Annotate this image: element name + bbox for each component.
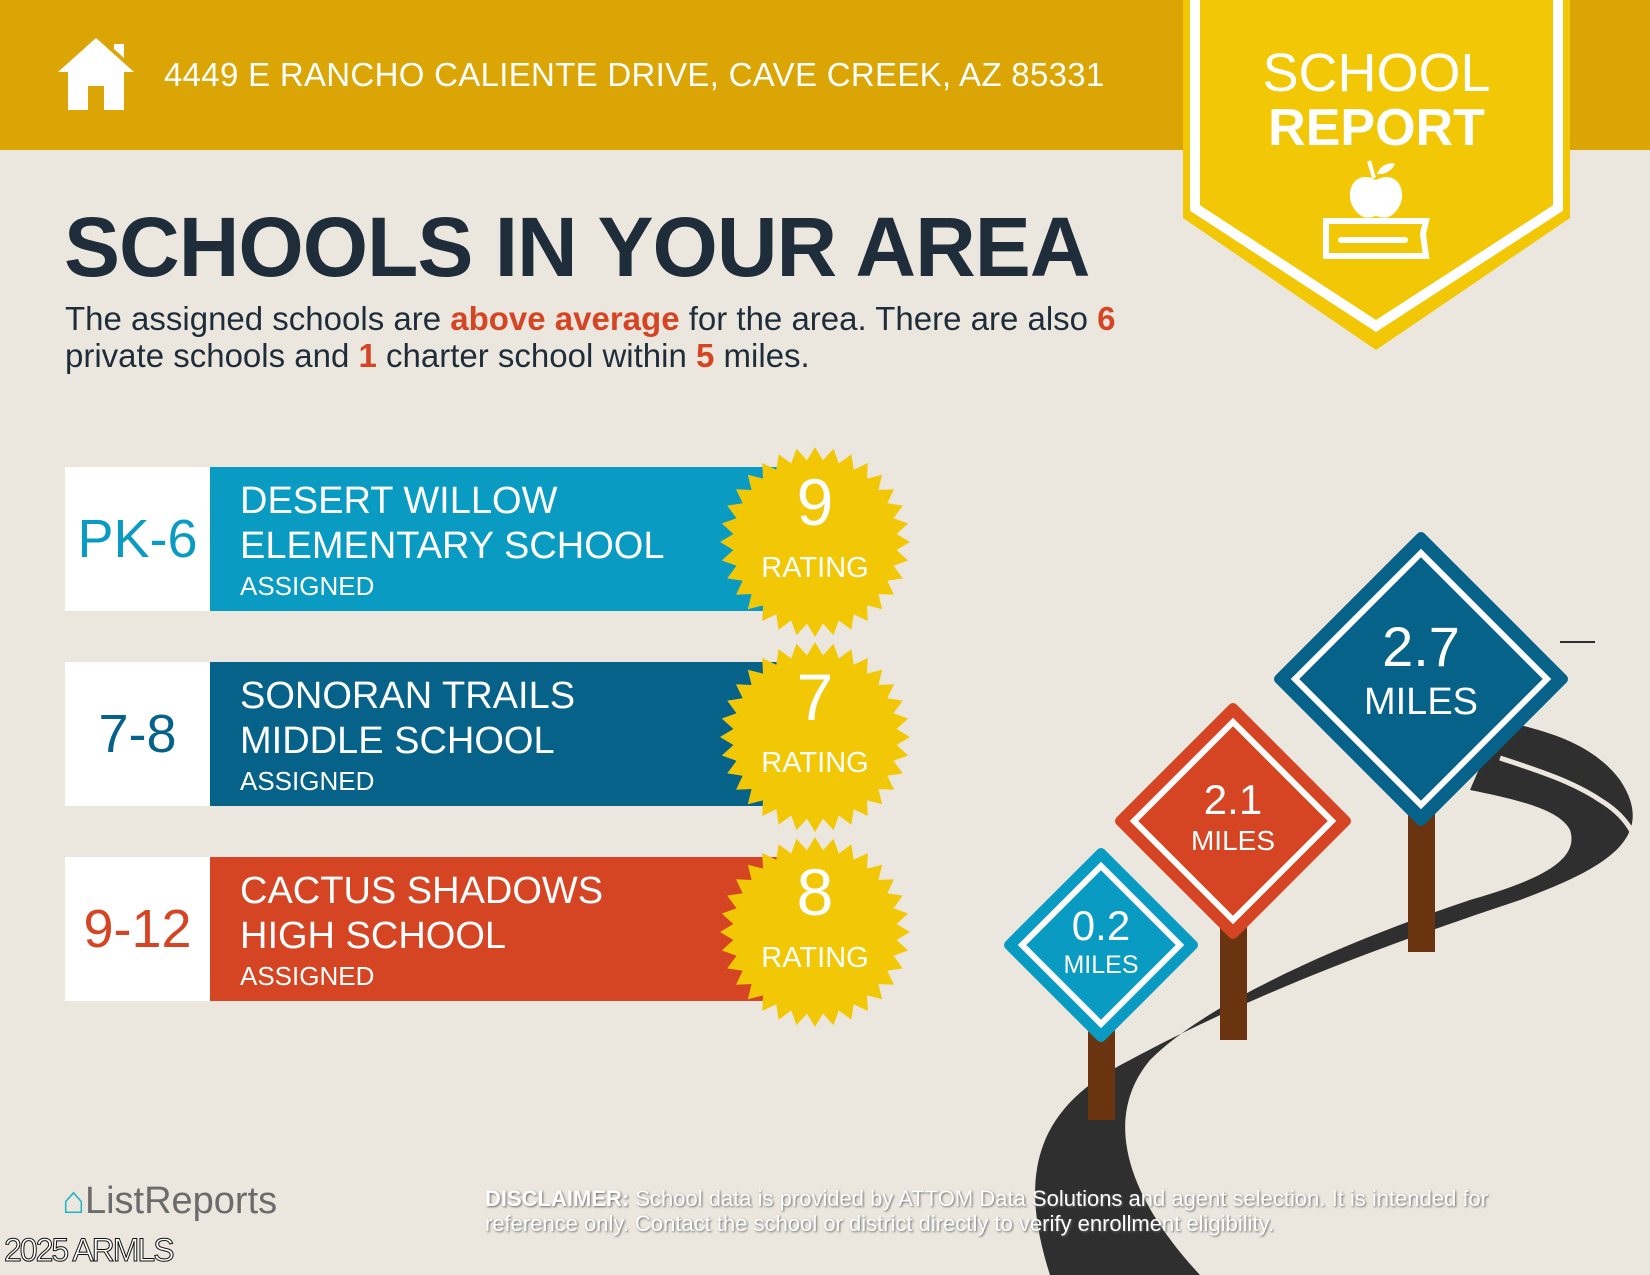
intro-text: The assigned schools are above average f… bbox=[65, 300, 1165, 374]
house-icon bbox=[58, 38, 134, 110]
disclaimer-text: School data is provided by ATTOM Data So… bbox=[485, 1186, 1489, 1236]
charter-count: 1 bbox=[358, 337, 377, 374]
intro-part: The assigned schools are bbox=[65, 300, 451, 337]
private-count: 6 bbox=[1097, 300, 1116, 337]
sign-unit: MILES bbox=[1190, 825, 1276, 856]
rating-starburst bbox=[720, 642, 910, 832]
school-name-line1: SONORAN TRAILS bbox=[240, 675, 576, 717]
grade-range: 7-8 bbox=[65, 662, 210, 806]
grade-range: PK-6 bbox=[65, 467, 210, 611]
badge-title-line1: SCHOOL bbox=[1262, 43, 1491, 103]
rating-label: RATING bbox=[761, 747, 869, 779]
school-info: SONORAN TRAILS MIDDLE SCHOOL ASSIGNED bbox=[210, 662, 825, 806]
rating-starburst bbox=[720, 837, 910, 1027]
school-name-line2: HIGH SCHOOL bbox=[240, 915, 507, 957]
school-name-line2: ELEMENTARY SCHOOL bbox=[240, 525, 665, 567]
school-report-badge bbox=[1183, 0, 1570, 350]
disclaimer: DISCLAIMER: School data is provided by A… bbox=[485, 1186, 1585, 1236]
school-name-line1: CACTUS SHADOWS bbox=[240, 870, 604, 912]
assignment-status: ASSIGNED bbox=[240, 961, 375, 991]
assignment-status: ASSIGNED bbox=[240, 571, 375, 601]
sign-unit: MILES bbox=[1363, 681, 1479, 723]
sign-unit: MILES bbox=[1063, 951, 1139, 979]
intro-part: charter school within bbox=[376, 337, 697, 374]
property-address: 4449 E RANCHO CALIENTE DRIVE, CAVE CREEK… bbox=[164, 56, 1105, 93]
sign-distance: 2.1 bbox=[1203, 776, 1263, 823]
road bbox=[1035, 720, 1633, 1275]
school-name-line1: DESERT WILLOW bbox=[240, 480, 558, 522]
distance-sign-0-2 bbox=[1004, 848, 1198, 1042]
intro-part: for the area. There are also bbox=[679, 300, 1098, 337]
school-name-line2: MIDDLE SCHOOL bbox=[240, 720, 555, 762]
road-line bbox=[1242, 755, 1642, 1275]
listreports-logo: ⌂ListReports bbox=[62, 1180, 277, 1222]
logo-icon: ⌂ bbox=[62, 1180, 85, 1222]
rating-label: RATING bbox=[761, 942, 869, 974]
rating-starburst bbox=[720, 447, 910, 637]
sign-distance: 0.2 bbox=[1071, 902, 1131, 949]
disclaimer-label: DISCLAIMER: bbox=[485, 1186, 630, 1211]
apple-on-book-icon bbox=[1323, 160, 1430, 259]
logo-text: ListReports bbox=[84, 1180, 278, 1222]
rating-value: 9 bbox=[796, 465, 834, 539]
rating-value: 7 bbox=[796, 660, 834, 734]
rating-value: 8 bbox=[796, 855, 834, 929]
school-info: DESERT WILLOW ELEMENTARY SCHOOL ASSIGNED bbox=[210, 467, 825, 611]
grade-range: 9-12 bbox=[65, 857, 210, 1001]
intro-part: private schools and bbox=[65, 337, 359, 374]
intro-highlight: above average bbox=[450, 300, 680, 337]
radius-miles: 5 bbox=[696, 337, 715, 374]
page-title: SCHOOLS IN YOUR AREA bbox=[64, 200, 1090, 294]
distance-sign-2-7 bbox=[1274, 532, 1568, 826]
distance-sign-2-1 bbox=[1115, 703, 1351, 939]
badge-title-line2: REPORT bbox=[1268, 99, 1485, 157]
copyright-watermark: 2025 ARMLS bbox=[4, 1232, 176, 1269]
rating-label: RATING bbox=[761, 552, 869, 584]
assignment-status: ASSIGNED bbox=[240, 766, 375, 796]
sign-distance: 2.7 bbox=[1382, 615, 1460, 678]
school-info: CACTUS SHADOWS HIGH SCHOOL ASSIGNED bbox=[210, 857, 825, 1001]
intro-part: miles. bbox=[714, 337, 810, 374]
